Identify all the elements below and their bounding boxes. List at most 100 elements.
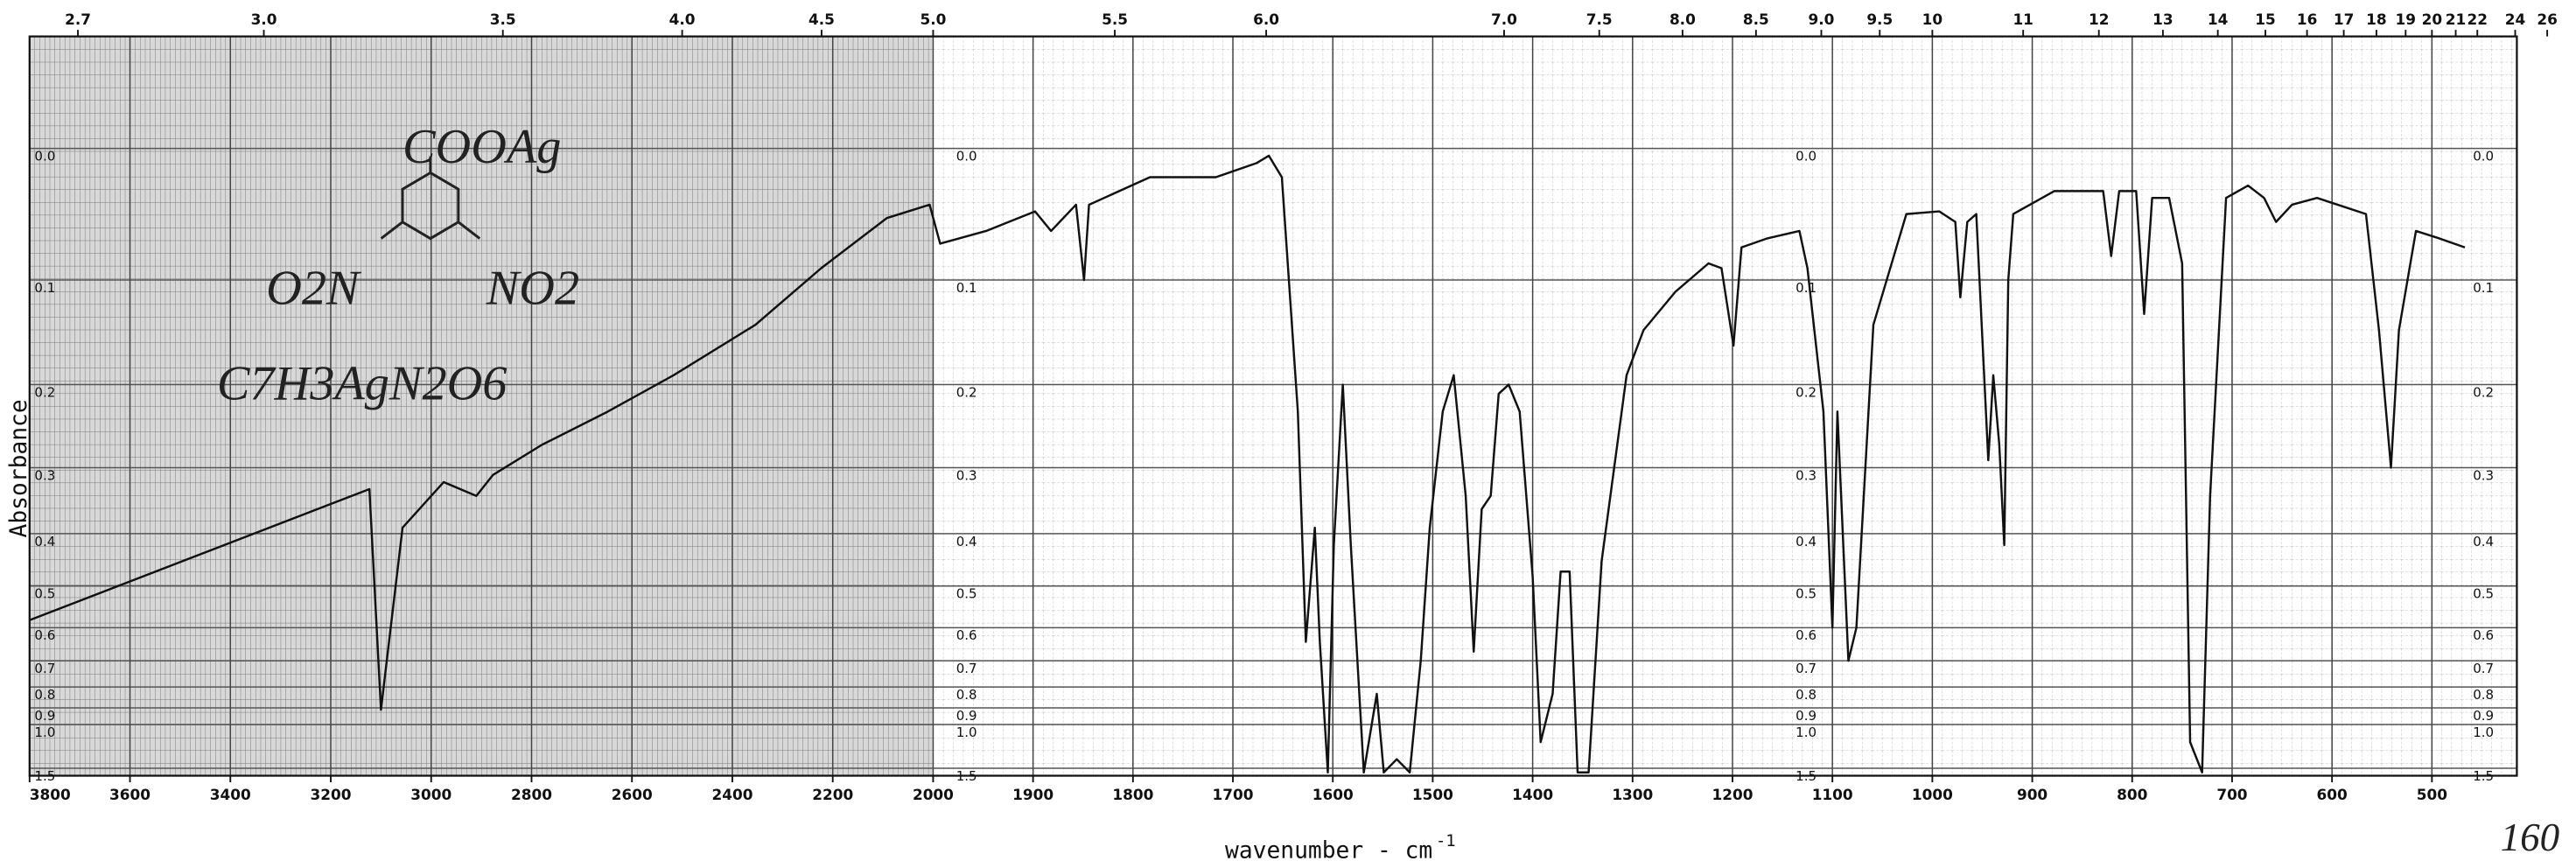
x2-tick-label: 20	[2422, 10, 2442, 28]
y-tick-label: 1.0	[2473, 724, 2494, 740]
grid	[29, 36, 2517, 776]
x-tick-label: 1100	[1812, 786, 1853, 803]
x2-tick-label: 3.0	[251, 10, 277, 28]
y-tick-label: 0.3	[2473, 467, 2494, 483]
x2-tick-label: 15	[2255, 10, 2275, 28]
y-tick-label: 1.5	[2473, 768, 2494, 784]
x2-tick-label: 12	[2089, 10, 2109, 28]
annotation: NO2	[486, 261, 579, 315]
x2-tick-label: 9.0	[1809, 10, 1835, 28]
y-tick-label: 0.8	[1796, 687, 1816, 703]
x2-tick-label: 19	[2396, 10, 2416, 28]
x2-tick-label: 18	[2366, 10, 2386, 28]
x-tick-label: 800	[2117, 786, 2147, 803]
x2-tick-label: 10	[1922, 10, 1942, 28]
y-tick-label: 0.1	[2473, 280, 2494, 296]
x-tick-label: 2000	[913, 786, 954, 803]
y-tick-label: 1.5	[956, 768, 977, 784]
x2-tick-label: 9.5	[1866, 10, 1893, 28]
x-tick-label: 3600	[109, 786, 150, 803]
spectrum	[29, 154, 2466, 774]
x2-tick-label: 2.7	[65, 10, 91, 28]
y-tick-label: 0.0	[1796, 148, 1816, 164]
y-tick-label: 0.0	[34, 148, 55, 164]
x2-tick-label: 8.5	[1743, 10, 1769, 28]
y-tick-label: 0.4	[956, 534, 977, 550]
x-tick-label: 3800	[30, 786, 71, 803]
plot-frame	[28, 35, 2518, 777]
benzene-ring	[380, 156, 481, 241]
y-tick-label: 1.5	[1796, 768, 1816, 784]
x-tick-label: 3000	[410, 786, 452, 803]
x2-tick-label: 16	[2297, 10, 2317, 28]
left-fine-grid	[29, 36, 934, 776]
y-tick-label: 0.9	[34, 708, 55, 724]
y-tick-label: 0.6	[956, 627, 977, 643]
y-tick-label: 1.0	[34, 724, 55, 740]
y-tick-label: 0.7	[1796, 661, 1816, 676]
x2-tick-label: 17	[2334, 10, 2354, 28]
y-tick-label: 0.1	[956, 280, 977, 296]
y-tick-label: 0.2	[1796, 384, 1816, 400]
x-tick-label: 3400	[210, 786, 251, 803]
y-tick-label: 0.5	[1796, 586, 1816, 602]
y-tick-label: 0.5	[956, 586, 977, 602]
x-tick-label: 1900	[1012, 786, 1054, 803]
y-tick-label: 0.5	[2473, 586, 2494, 602]
y-tick-label: 1.0	[1796, 724, 1816, 740]
x2-tick-label: 24	[2505, 10, 2525, 28]
x2-tick-label: 14	[2208, 10, 2228, 28]
x-axis-label-sup: -1	[1436, 832, 1456, 850]
y-tick-label: 0.3	[1796, 467, 1816, 483]
y-tick-label: 0.6	[34, 627, 55, 643]
x-tick-label: 1800	[1112, 786, 1153, 803]
y-tick-label: 0.2	[956, 384, 977, 400]
x-tick-label: 1500	[1412, 786, 1453, 803]
y-tick-label: 0.4	[34, 534, 55, 550]
spectrum-line	[29, 154, 2466, 774]
x-axis-label: wavenumber - cm	[1225, 837, 1432, 864]
x-tick-label: 600	[2317, 786, 2348, 803]
x2-tick-label: 26	[2537, 10, 2557, 28]
x2-tick-label: 11	[2012, 10, 2033, 28]
x2-tick-label: 13	[2152, 10, 2173, 28]
y-tick-label: 0.9	[2473, 708, 2494, 724]
y-tick-label: 0.7	[34, 661, 55, 676]
y-tick-label: 0.4	[2473, 534, 2494, 550]
x-tick-label: 2800	[511, 786, 552, 803]
y-axis-label: Absorbance	[6, 399, 32, 537]
x-tick-label: 1300	[1612, 786, 1653, 803]
y-tick-label: 0.2	[34, 384, 55, 400]
x2-tick-label: 5.5	[1102, 10, 1128, 28]
y-tick-label: 0.7	[2473, 661, 2494, 676]
x-tick-label: 500	[2417, 786, 2447, 803]
x-tick-label: 1000	[1912, 786, 1953, 803]
x-tick-label: 700	[2216, 786, 2247, 803]
ticks: 0.0 0.0 0.0 0.0 0.1 0.1 0.1 0.1 0.2 0.2 0.2 0.2 0.3 0…	[28, 10, 2558, 803]
annotation: 160	[2501, 816, 2560, 859]
right-fine-grid	[933, 36, 2517, 776]
y-tick-label: 0.9	[956, 708, 977, 724]
annotation: COOAg	[402, 120, 561, 174]
x2-tick-label: 8.0	[1670, 10, 1696, 28]
y-tick-label: 0.6	[2473, 627, 2494, 643]
y-tick-label: 0.1	[1796, 280, 1816, 296]
y-tick-label: 1.5	[34, 768, 55, 784]
y-tick-label: 0.2	[2473, 384, 2494, 400]
y-tick-label: 0.9	[1796, 708, 1816, 724]
x2-tick-label: 22	[2468, 10, 2488, 28]
y-tick-label: 0.6	[1796, 627, 1816, 643]
y-tick-label: 0.7	[956, 661, 977, 676]
x2-tick-label: 5.0	[920, 10, 946, 28]
x-tick-label: 2400	[711, 786, 752, 803]
y-tick-label: 0.0	[956, 148, 977, 164]
y-tick-label: 1.0	[956, 724, 977, 740]
x-tick-label: 1400	[1512, 786, 1553, 803]
x2-tick-label: 21	[2446, 10, 2466, 28]
y-tick-label: 0.1	[34, 280, 55, 296]
y-tick-label: 0.8	[956, 687, 977, 703]
y-tick-label: 0.8	[2473, 687, 2494, 703]
x-tick-label: 2200	[812, 786, 853, 803]
